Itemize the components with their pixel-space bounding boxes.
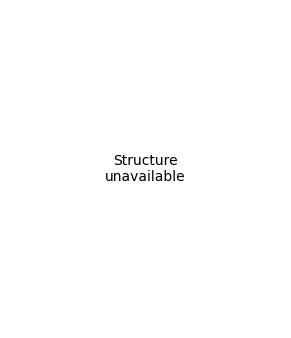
Text: Structure
unavailable: Structure unavailable <box>105 154 185 184</box>
